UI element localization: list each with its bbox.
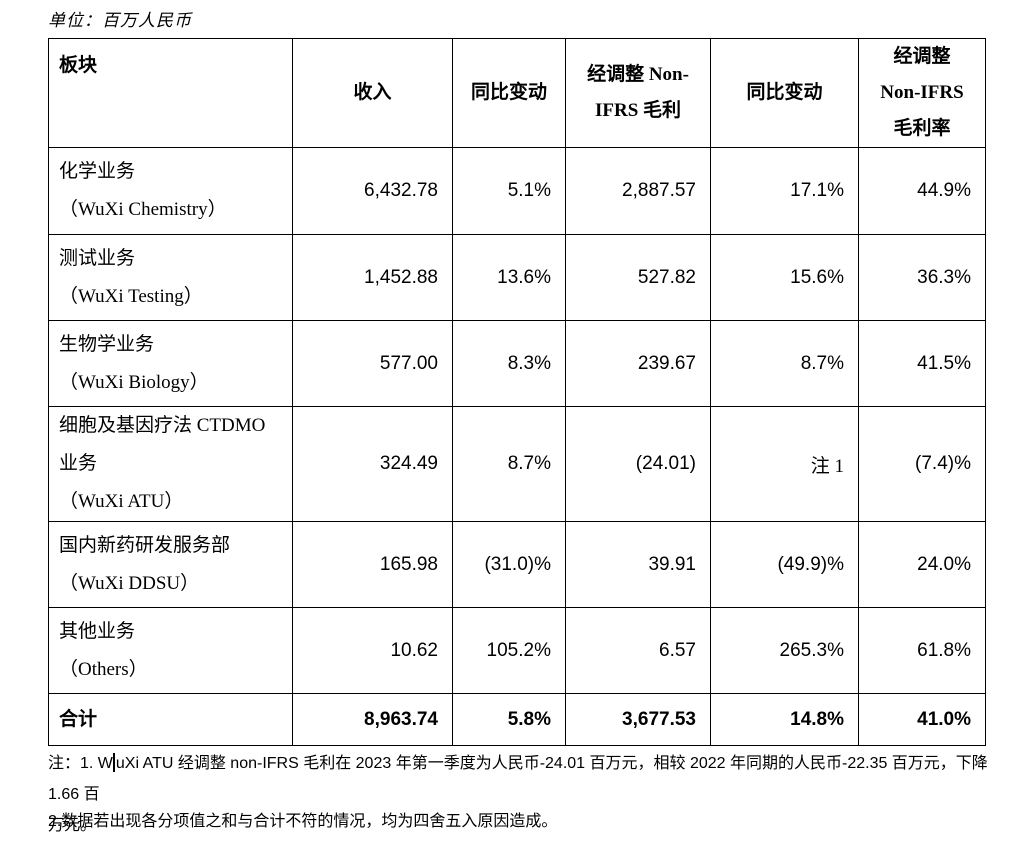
gp-margin-cell: 41.5% [858, 320, 986, 407]
segment-name-cn: 生物学业务 [59, 333, 155, 355]
gp-margin-cell: 44.9% [858, 147, 986, 235]
unit-label: 单位：百万人民币 [48, 11, 192, 30]
revenue-yoy-cell: 8.3% [452, 320, 566, 407]
gp-yoy-note-cell: 注 1 [710, 406, 859, 522]
revenue-cell: 577.00 [292, 320, 453, 407]
revenue-cell: 324.49 [292, 406, 453, 522]
segment-name-cell: 其他业务 （Others） [48, 607, 293, 694]
segment-name-cell: 生物学业务 （WuXi Biology） [48, 320, 293, 407]
total-revenue-cell: 8,963.74 [292, 693, 453, 746]
segment-name-en: （WuXi Testing） [59, 285, 203, 307]
header-gp-yoy: 同比变动 [710, 38, 859, 148]
table-header-row: 板块 收入 同比变动 经调整 Non- IFRS 毛利 同比变动 经调整 Non… [48, 38, 986, 148]
revenue-yoy-cell: 105.2% [452, 607, 566, 694]
gp-yoy-cell: 265.3% [710, 607, 859, 694]
revenue-cell: 1,452.88 [292, 234, 453, 321]
revenue-yoy-cell: 13.6% [452, 234, 566, 321]
table-row-ddsu: 国内新药研发服务部 （WuXi DDSU） 165.98 (31.0)% 39.… [48, 521, 986, 608]
segment-name-cn: 测试业务 [59, 247, 136, 269]
segment-name-cell: 化学业务 （WuXi Chemistry） [48, 147, 293, 235]
revenue-cell: 165.98 [292, 521, 453, 608]
adj-gross-profit-cell: (24.01) [565, 406, 711, 522]
gp-yoy-cell: 15.6% [710, 234, 859, 321]
segment-name-en: （WuXi ATU） [59, 491, 184, 512]
footnote-1-body: uXi ATU 经调整 non-IFRS 毛利在 2023 年第一季度为人民币-… [48, 755, 988, 834]
total-gp-yoy-cell: 14.8% [710, 693, 859, 746]
segment-name-cn: 国内新药研发服务部 [59, 534, 231, 556]
adj-gross-profit-cell: 527.82 [565, 234, 711, 321]
table-row-total: 合计 8,963.74 5.8% 3,677.53 14.8% 41.0% [48, 693, 986, 746]
revenue-yoy-cell: (31.0)% [452, 521, 566, 608]
segment-results-table: 板块 收入 同比变动 经调整 Non- IFRS 毛利 同比变动 经调整 Non… [48, 38, 986, 746]
segment-name-en: （WuXi Biology） [59, 371, 209, 393]
total-label-cell: 合计 [48, 693, 293, 746]
segment-name-en: （Others） [59, 658, 148, 680]
header-revenue: 收入 [292, 38, 453, 148]
adj-gross-profit-cell: 2,887.57 [565, 147, 711, 235]
segment-name-en: （WuXi DDSU） [59, 572, 200, 594]
revenue-cell: 10.62 [292, 607, 453, 694]
text-cursor [112, 753, 115, 772]
adj-gross-profit-cell: 6.57 [565, 607, 711, 694]
header-revenue-yoy: 同比变动 [452, 38, 566, 148]
footnote-1-prefix: 注：1. W [48, 755, 113, 772]
header-adj-gp-margin: 经调整 Non-IFRS 毛利率 [858, 38, 986, 148]
adj-gross-profit-cell: 39.91 [565, 521, 711, 608]
segment-name-cn: 化学业务 [59, 161, 136, 182]
header-segment: 板块 [48, 38, 293, 148]
segment-name-en: （WuXi Chemistry） [59, 199, 227, 220]
total-adj-gross-profit-cell: 3,677.53 [565, 693, 711, 746]
segment-name-cn: 细胞及基因疗法 CTDMO 业务 [59, 415, 266, 474]
table-row-atu: 细胞及基因疗法 CTDMO 业务 （WuXi ATU） 324.49 8.7% … [48, 406, 986, 522]
gp-margin-cell: 36.3% [858, 234, 986, 321]
footnote-2: 2.数据若出现各分项值之和与合计不符的情况，均为四舍五入原因造成。 [48, 813, 558, 830]
gp-yoy-cell: (49.9)% [710, 521, 859, 608]
table-row-chemistry: 化学业务 （WuXi Chemistry） 6,432.78 5.1% 2,88… [48, 147, 986, 235]
total-revenue-yoy-cell: 5.8% [452, 693, 566, 746]
segment-name-cell: 细胞及基因疗法 CTDMO 业务 （WuXi ATU） [48, 406, 293, 522]
table-row-others: 其他业务 （Others） 10.62 105.2% 6.57 265.3% 6… [48, 607, 986, 694]
adj-gross-profit-cell: 239.67 [565, 320, 711, 407]
gp-margin-cell: 61.8% [858, 607, 986, 694]
table-row-biology: 生物学业务 （WuXi Biology） 577.00 8.3% 239.67 … [48, 320, 986, 407]
gp-margin-cell: 24.0% [858, 521, 986, 608]
gp-yoy-cell: 8.7% [710, 320, 859, 407]
revenue-yoy-cell: 5.1% [452, 147, 566, 235]
segment-name-cell: 测试业务 （WuXi Testing） [48, 234, 293, 321]
segment-name-cn: 其他业务 [59, 620, 136, 642]
gp-yoy-cell: 17.1% [710, 147, 859, 235]
header-adj-gross-profit: 经调整 Non- IFRS 毛利 [565, 38, 711, 148]
total-gp-margin-cell: 41.0% [858, 693, 986, 746]
gp-margin-cell: (7.4)% [858, 406, 986, 522]
table-row-testing: 测试业务 （WuXi Testing） 1,452.88 13.6% 527.8… [48, 234, 986, 321]
revenue-cell: 6,432.78 [292, 147, 453, 235]
revenue-yoy-cell: 8.7% [452, 406, 566, 522]
segment-name-cell: 国内新药研发服务部 （WuXi DDSU） [48, 521, 293, 608]
